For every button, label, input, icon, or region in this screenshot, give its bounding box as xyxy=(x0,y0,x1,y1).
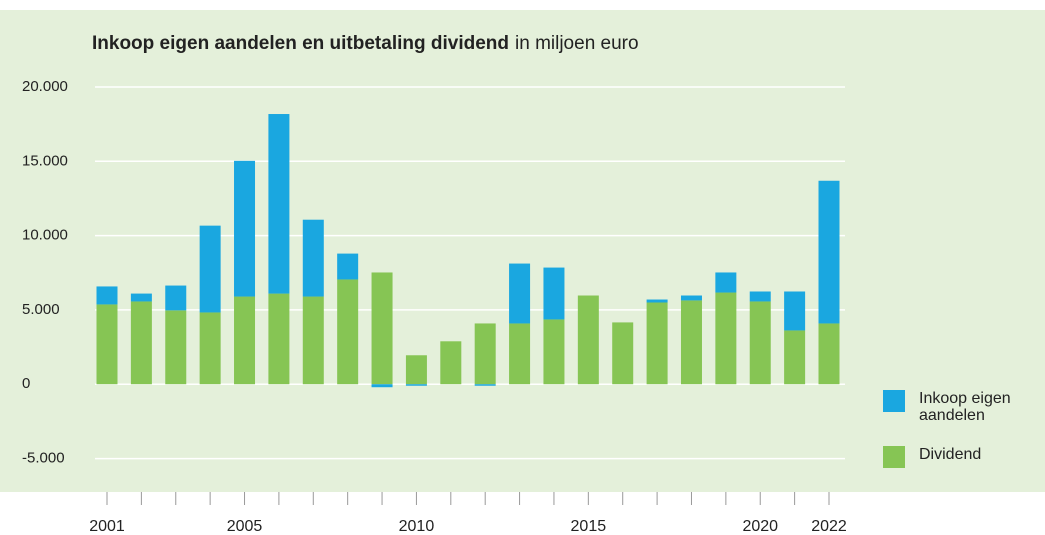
bar xyxy=(405,384,427,386)
bar xyxy=(165,310,187,385)
bar xyxy=(474,323,496,385)
bar xyxy=(199,225,221,313)
bar xyxy=(405,355,427,385)
bar xyxy=(268,293,290,385)
x-tick-label: 2005 xyxy=(227,518,263,535)
bar xyxy=(646,299,668,303)
x-tick-label: 2020 xyxy=(742,518,778,535)
bar xyxy=(337,253,359,280)
bar xyxy=(749,291,771,302)
bar xyxy=(302,296,324,385)
legend: Inkoop eigen aandelen Dividend xyxy=(883,390,1029,490)
y-tick-label: 20.000 xyxy=(22,78,68,95)
bar xyxy=(302,219,324,297)
bar xyxy=(784,291,806,331)
bar xyxy=(371,272,393,385)
bar xyxy=(818,180,840,324)
legend-swatch xyxy=(883,390,905,412)
chart-title: Inkoop eigen aandelen en uitbetaling div… xyxy=(92,33,639,54)
bar xyxy=(715,272,737,293)
bar xyxy=(440,341,462,385)
bar xyxy=(818,323,840,385)
y-tick-label: 0 xyxy=(22,375,30,392)
y-tick-label: 10.000 xyxy=(22,227,68,244)
bar xyxy=(371,384,393,388)
bar xyxy=(715,292,737,385)
bar xyxy=(130,301,152,385)
y-tick-label: -5.000 xyxy=(22,450,65,467)
bar xyxy=(165,285,187,311)
x-tick-label: 2015 xyxy=(571,518,607,535)
bar xyxy=(96,304,118,385)
legend-item: Inkoop eigen aandelen xyxy=(883,390,1029,424)
legend-item: Dividend xyxy=(883,446,1029,468)
bar xyxy=(509,263,531,324)
bar xyxy=(96,286,118,305)
bar xyxy=(612,322,634,385)
bar xyxy=(130,293,152,302)
bar xyxy=(543,319,565,385)
bar xyxy=(577,295,599,385)
legend-label: Inkoop eigen aandelen xyxy=(919,390,1011,424)
bar xyxy=(337,279,359,385)
x-tick-label: 2022 xyxy=(811,518,847,535)
x-tick-label: 2010 xyxy=(399,518,435,535)
bar xyxy=(234,296,256,385)
title: Inkoop eigen aandelen en uitbetaling div… xyxy=(92,33,509,54)
bar xyxy=(474,384,496,386)
bar xyxy=(784,330,806,385)
bar xyxy=(680,295,702,301)
y-tick-label: 5.000 xyxy=(22,301,60,318)
legend-label: Dividend xyxy=(919,446,982,463)
x-tick-label: 2001 xyxy=(89,518,125,535)
subtitle: in miljoen euro xyxy=(515,33,639,54)
bar xyxy=(509,323,531,385)
bar xyxy=(749,301,771,385)
bar xyxy=(268,114,290,294)
bar xyxy=(199,312,221,385)
bar xyxy=(234,160,256,297)
plot-background xyxy=(0,10,1045,492)
legend-swatch xyxy=(883,446,905,468)
y-tick-label: 15.000 xyxy=(22,152,68,169)
bar xyxy=(646,302,668,385)
bar xyxy=(680,300,702,385)
bar xyxy=(543,267,565,320)
